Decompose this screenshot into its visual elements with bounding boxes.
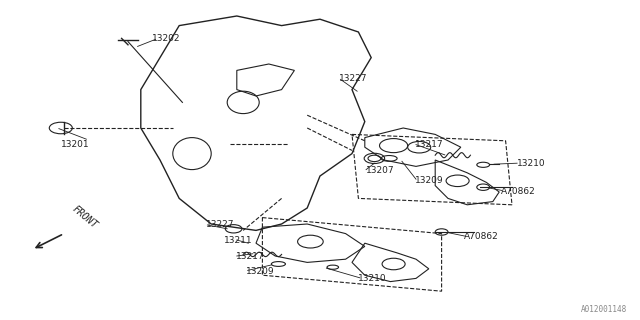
Text: 13209: 13209	[246, 267, 275, 276]
Text: 13211: 13211	[224, 236, 253, 245]
Text: 13217: 13217	[236, 252, 264, 261]
Text: 13207: 13207	[366, 166, 395, 175]
Text: 13227: 13227	[339, 74, 368, 83]
Text: 13210: 13210	[517, 159, 546, 168]
Text: 13227: 13227	[206, 220, 235, 229]
Text: A70862: A70862	[500, 187, 535, 196]
Text: A70862: A70862	[464, 232, 499, 241]
Text: 13210: 13210	[358, 274, 387, 283]
Text: 13217: 13217	[415, 140, 444, 148]
Text: A012001148: A012001148	[581, 305, 627, 314]
Text: FRONT: FRONT	[70, 204, 99, 231]
Text: 13201: 13201	[61, 140, 90, 149]
Text: 13202: 13202	[152, 34, 181, 43]
Text: 13209: 13209	[415, 176, 444, 185]
